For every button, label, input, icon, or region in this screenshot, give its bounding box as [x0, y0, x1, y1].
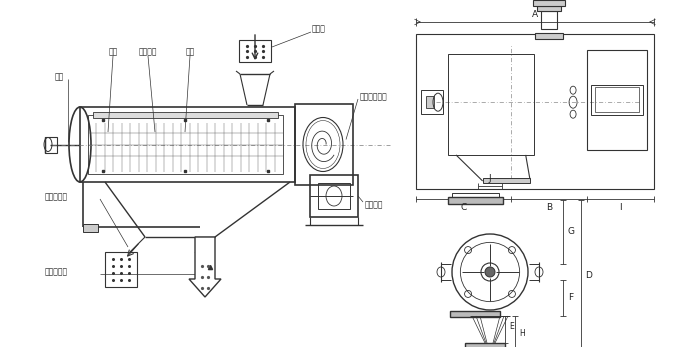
Bar	[318, 183, 350, 209]
Bar	[533, 0, 566, 6]
Text: 粗料排出口: 粗料排出口	[45, 193, 68, 202]
Text: 细料排出口: 细料排出口	[45, 268, 68, 277]
Bar	[592, 85, 643, 115]
Bar	[426, 96, 434, 108]
Text: E: E	[510, 322, 514, 331]
Bar	[45, 136, 57, 152]
Bar	[239, 40, 271, 62]
Bar	[88, 115, 283, 174]
Bar	[587, 50, 647, 150]
Bar	[421, 90, 443, 114]
Bar	[448, 197, 503, 204]
Text: A: A	[532, 9, 538, 18]
Text: J: J	[489, 174, 491, 183]
Bar	[448, 54, 533, 155]
Bar	[416, 34, 654, 189]
Text: H: H	[519, 329, 525, 338]
Bar	[452, 193, 499, 197]
Text: 螺旋输送系统: 螺旋输送系统	[360, 93, 388, 102]
Text: 主轴: 主轴	[55, 73, 64, 82]
Text: 驱动电机: 驱动电机	[365, 201, 384, 210]
Bar	[450, 311, 500, 317]
Bar	[93, 112, 278, 118]
FancyArrow shape	[189, 237, 221, 297]
Text: F: F	[568, 294, 573, 303]
Text: 风轮: 风轮	[108, 48, 118, 57]
Bar	[83, 224, 98, 232]
Bar	[310, 175, 358, 217]
Bar	[80, 107, 295, 182]
Bar	[295, 104, 353, 185]
Text: G: G	[568, 228, 575, 237]
Bar	[536, 33, 564, 39]
Bar	[596, 87, 639, 112]
Text: 进料口: 进料口	[312, 25, 326, 34]
Text: C: C	[461, 203, 467, 212]
Text: I: I	[620, 203, 622, 212]
Bar	[105, 252, 137, 287]
Bar	[482, 178, 530, 183]
Text: D: D	[586, 271, 592, 280]
Text: 风轮叶片: 风轮叶片	[139, 48, 158, 57]
Bar	[541, 11, 557, 29]
Bar	[538, 6, 561, 11]
Ellipse shape	[485, 267, 495, 277]
Text: 网架: 网架	[186, 48, 195, 57]
Bar	[465, 343, 505, 347]
Text: B: B	[546, 203, 552, 212]
